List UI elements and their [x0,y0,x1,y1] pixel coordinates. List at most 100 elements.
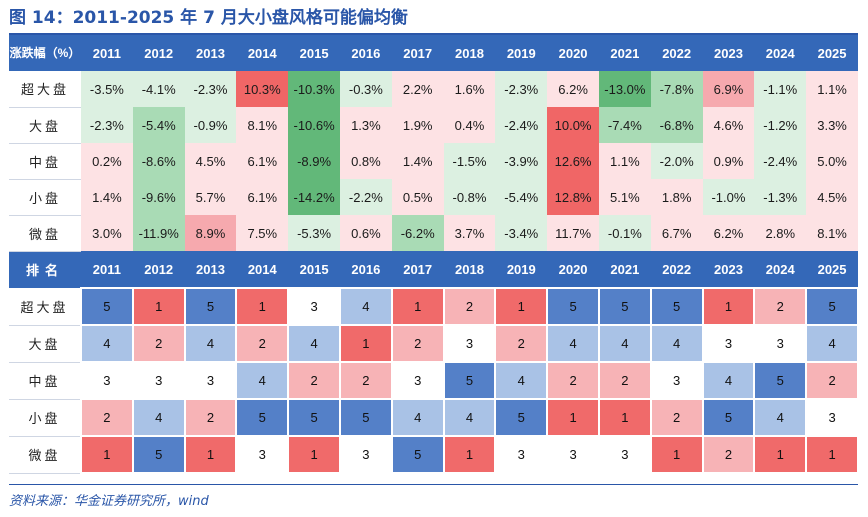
rank-cell: 5 [131,435,186,474]
rank-cell: 4 [287,324,341,363]
pct-row: 中盘 0.2% -8.6% 4.5% 6.1% -8.9% 0.8% 1.4% -1.5% -3.… [9,143,858,180]
rank-cell: 2 [338,361,393,400]
pct-cell: 1.9% [391,107,444,143]
pct-cell: 0.9% [702,143,755,179]
rank-year-header: 2025 [806,251,858,288]
pct-cell: 4.6% [702,107,755,143]
rank-row: 小盘 2 4 2 5 5 5 4 4 5 1 1 2 5 4 3 [9,398,859,437]
pct-cell: 11.7% [547,215,599,251]
pct-cell: 6.2% [702,215,755,251]
rank-row-label: 小盘 [9,399,81,437]
pct-cell: 1.4% [81,179,133,215]
rank-cell: 4 [753,398,808,437]
pct-cell: -2.4% [754,143,807,179]
pct-cell: -2.3% [184,71,237,107]
rank-cell: 2 [649,398,704,437]
pct-cell: 0.2% [81,143,133,179]
pct-cell: -5.3% [288,215,340,251]
rank-cell: 4 [131,398,186,437]
rank-cell: 2 [805,361,859,400]
rank-cell: 2 [183,398,238,437]
pct-row: 微盘 3.0% -11.9% 8.9% 7.5% -5.3% 0.6% -6.2% 3.7% -3… [9,215,858,252]
pct-cell: -1.0% [702,179,755,215]
rank-cell: 4 [442,398,497,437]
rank-cell: 3 [131,361,186,400]
rank-year-header: 2014 [236,251,289,288]
pct-cell: -6.8% [650,107,703,143]
pct-year-header: 2021 [598,35,651,71]
pct-change-section: 涨跌幅（%） 2011 2012 2013 2014 2015 2016 2017 2018 2… [9,35,858,252]
rank-cell: 1 [805,435,859,474]
rank-cell: 1 [183,435,238,474]
pct-cell: 6.9% [702,71,755,107]
pct-cell: -10.3% [288,71,340,107]
rank-cell: 4 [546,324,600,363]
rank-cell: 3 [390,361,445,400]
pct-cell: 8.9% [184,215,237,251]
pct-cell: -0.1% [598,215,651,251]
pct-year-header: 2015 [288,35,340,71]
pct-row-label: 超大盘 [9,71,81,108]
rank-section: 排名 2011 2012 2013 2014 2015 2016 2017 2018 2019 2… [9,251,859,474]
pct-cell: -1.2% [754,107,807,143]
rank-year-header: 2018 [443,251,496,288]
rank-corner-label: 排名 [9,251,81,288]
pct-cell: -2.2% [339,179,392,215]
rank-cell: 3 [753,324,808,363]
pct-cell: 5.1% [598,179,651,215]
pct-cell: 5.0% [806,143,858,179]
pct-cell: -1.5% [443,143,496,179]
pct-cell: -1.1% [754,71,807,107]
rank-cell: 2 [131,324,186,363]
rank-cell: 5 [494,398,549,437]
rank-cell: 3 [235,435,290,474]
pct-cell: 6.2% [547,71,599,107]
rank-cell: 4 [597,324,652,363]
pct-cell: 4.5% [806,179,858,215]
rank-cell: 5 [753,361,808,400]
pct-cell: -4.1% [132,71,185,107]
rank-cell: 2 [390,324,445,363]
rank-cell: 2 [597,361,652,400]
rank-cell: 1 [287,435,341,474]
pct-cell: -2.3% [495,71,548,107]
rank-cell: 4 [701,361,756,400]
rank-cell: 5 [597,287,652,326]
pct-year-header: 2023 [702,35,755,71]
rank-row: 大盘 4 2 4 2 4 1 2 3 2 4 4 4 3 3 4 [9,324,859,363]
pct-cell: 0.4% [443,107,496,143]
pct-header-row: 涨跌幅（%） 2011 2012 2013 2014 2015 2016 2017 2018 2… [9,35,858,71]
rank-cell: 2 [287,361,341,400]
pct-cell: -6.2% [391,215,444,251]
rank-cell: 4 [80,324,134,363]
pct-year-header: 2017 [391,35,444,71]
rank-cell: 5 [338,398,393,437]
footer-divider [9,484,858,485]
rank-year-header: 2016 [339,251,392,288]
pct-cell: -11.9% [132,215,185,251]
rank-cell: 3 [597,435,652,474]
rank-year-header: 2023 [702,251,755,288]
rank-cell: 2 [442,287,497,326]
rank-cell: 4 [338,287,393,326]
pct-cell: 10.0% [547,107,599,143]
pct-cell: 3.0% [81,215,133,251]
rank-row-label: 微盘 [9,436,81,474]
rank-cell: 2 [753,287,808,326]
rank-cell: 1 [649,435,704,474]
title-divider [9,33,858,35]
pct-row-label: 大盘 [9,107,81,144]
pct-cell: -14.2% [288,179,340,215]
pct-cell: 1.3% [339,107,392,143]
rank-cell: 5 [235,398,290,437]
pct-row-label: 中盘 [9,143,81,180]
pct-cell: 5.7% [184,179,237,215]
pct-cell: 3.3% [806,107,858,143]
pct-cell: -3.5% [81,71,133,107]
rank-cell: 1 [597,398,652,437]
rank-year-header: 2017 [391,251,444,288]
rank-year-header: 2013 [184,251,237,288]
rank-cell: 2 [80,398,134,437]
pct-cell: -7.8% [650,71,703,107]
rank-cell: 4 [390,398,445,437]
